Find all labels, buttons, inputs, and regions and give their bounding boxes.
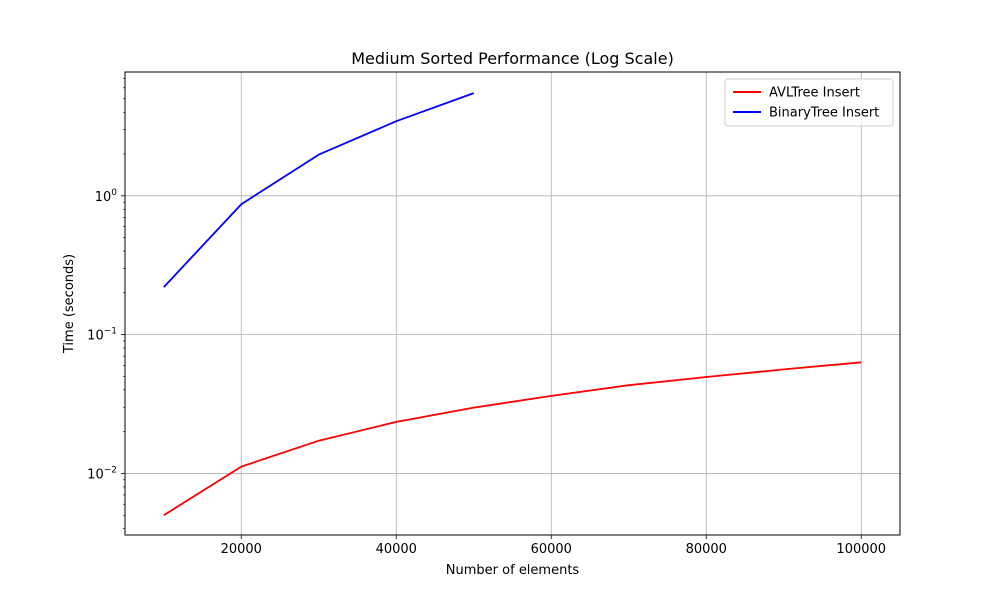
- series-line-binarytree-insert: [163, 92, 475, 288]
- x-axis-label: Number of elements: [446, 563, 580, 578]
- y-axis-label: Time (seconds): [62, 254, 77, 354]
- series-layer: [163, 92, 862, 516]
- legend: AVLTree Insert BinaryTree Insert: [724, 78, 894, 127]
- legend-box: [724, 78, 894, 127]
- legend-label-binarytree: BinaryTree Insert: [769, 106, 879, 121]
- chart-title: Medium Sorted Performance (Log Scale): [351, 49, 674, 68]
- x-tick-label: 100000: [836, 542, 886, 557]
- y-tick-label: 10−1: [87, 327, 117, 344]
- x-tick-label: 60000: [531, 542, 572, 557]
- x-tick-label: 40000: [376, 542, 417, 557]
- legend-label-avltree: AVLTree Insert: [769, 86, 860, 101]
- x-tick-label: 20000: [221, 542, 262, 557]
- y-tick-label: 10−2: [87, 465, 117, 482]
- series-line-avltree-insert: [163, 361, 862, 516]
- y-tick-label: 100: [95, 188, 118, 205]
- x-tick-label: 80000: [686, 542, 727, 557]
- plot-area: [125, 72, 900, 535]
- y-axis-ticks: 10−2 10−1 100: [87, 78, 125, 529]
- plot-frame: [124, 71, 901, 536]
- x-axis-ticks: 20000 40000 60000 80000 100000: [221, 535, 886, 557]
